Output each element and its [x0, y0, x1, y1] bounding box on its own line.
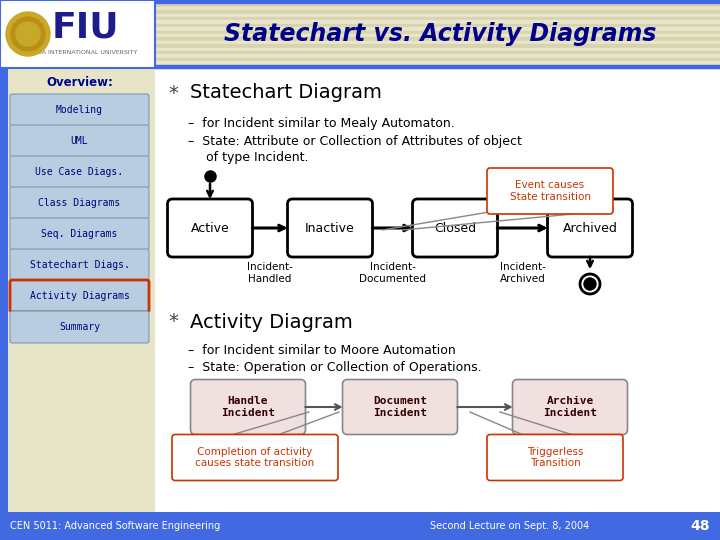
- Bar: [160, 73, 715, 507]
- FancyBboxPatch shape: [168, 199, 253, 257]
- FancyBboxPatch shape: [10, 187, 149, 219]
- Text: Incident-
Archived: Incident- Archived: [500, 262, 546, 284]
- Circle shape: [11, 17, 45, 51]
- Text: Statechart Diagram: Statechart Diagram: [190, 84, 382, 103]
- Text: *: *: [168, 313, 178, 332]
- Text: Modeling: Modeling: [56, 105, 103, 115]
- Text: Event causes
State transition: Event causes State transition: [510, 180, 590, 202]
- Text: Incident-
Documented: Incident- Documented: [359, 262, 426, 284]
- Circle shape: [584, 278, 596, 290]
- Text: Triggerless
Transition: Triggerless Transition: [527, 447, 583, 468]
- Bar: [0, 68, 155, 512]
- Text: –  for Incident similar to Moore Automation: – for Incident similar to Moore Automati…: [188, 343, 456, 356]
- FancyBboxPatch shape: [10, 125, 149, 157]
- FancyBboxPatch shape: [10, 311, 149, 343]
- FancyBboxPatch shape: [10, 156, 149, 188]
- Text: Archive
Incident: Archive Incident: [543, 396, 597, 418]
- Text: –  State: Attribute or Collection of Attributes of object: – State: Attribute or Collection of Attr…: [188, 134, 522, 147]
- FancyBboxPatch shape: [547, 199, 632, 257]
- Text: Closed: Closed: [434, 221, 476, 234]
- FancyBboxPatch shape: [413, 199, 498, 257]
- Text: –  State: Operation or Collection of Operations.: – State: Operation or Collection of Oper…: [188, 361, 482, 375]
- Text: Class Diagrams: Class Diagrams: [38, 198, 121, 208]
- Bar: [0, 512, 720, 540]
- FancyBboxPatch shape: [10, 280, 149, 312]
- Text: FIU: FIU: [51, 11, 119, 45]
- FancyBboxPatch shape: [172, 435, 338, 481]
- Text: UML: UML: [71, 136, 89, 146]
- FancyBboxPatch shape: [513, 380, 628, 435]
- Text: Activity Diagrams: Activity Diagrams: [30, 291, 130, 301]
- FancyBboxPatch shape: [191, 380, 305, 435]
- FancyBboxPatch shape: [487, 168, 613, 214]
- FancyBboxPatch shape: [487, 435, 623, 481]
- Text: Second Lecture on Sept. 8, 2004: Second Lecture on Sept. 8, 2004: [430, 521, 589, 531]
- Text: Activity Diagram: Activity Diagram: [190, 313, 353, 332]
- Text: Overview:: Overview:: [47, 76, 114, 89]
- FancyBboxPatch shape: [10, 94, 149, 126]
- Text: CEN 5011: Advanced Software Engineering: CEN 5011: Advanced Software Engineering: [10, 521, 220, 531]
- Circle shape: [16, 22, 40, 46]
- Text: Inactive: Inactive: [305, 221, 355, 234]
- Text: Summary: Summary: [59, 322, 100, 332]
- Text: Archived: Archived: [562, 221, 618, 234]
- Text: Use Case Diags.: Use Case Diags.: [35, 167, 124, 177]
- FancyBboxPatch shape: [10, 249, 149, 281]
- Text: of type Incident.: of type Incident.: [206, 151, 308, 164]
- Text: Statechart vs. Activity Diagrams: Statechart vs. Activity Diagrams: [224, 22, 656, 46]
- FancyBboxPatch shape: [287, 199, 372, 257]
- Text: Completion of activity
causes state transition: Completion of activity causes state tran…: [195, 447, 315, 468]
- Text: Seq. Diagrams: Seq. Diagrams: [41, 229, 117, 239]
- Text: 48: 48: [690, 519, 710, 533]
- Text: Document
Incident: Document Incident: [373, 396, 427, 418]
- Text: Incident-
Handled: Incident- Handled: [247, 262, 293, 284]
- FancyBboxPatch shape: [343, 380, 457, 435]
- Text: –  for Incident similar to Mealy Automaton.: – for Incident similar to Mealy Automato…: [188, 117, 455, 130]
- Text: *: *: [168, 84, 178, 103]
- Text: Handle
Incident: Handle Incident: [221, 396, 275, 418]
- FancyBboxPatch shape: [10, 218, 149, 250]
- Bar: [0, 0, 155, 68]
- Bar: [0, 68, 8, 512]
- Text: FLORIDA INTERNATIONAL UNIVERSITY: FLORIDA INTERNATIONAL UNIVERSITY: [19, 50, 138, 55]
- Text: Active: Active: [191, 221, 230, 234]
- Text: Statechart Diags.: Statechart Diags.: [30, 260, 130, 270]
- Circle shape: [6, 12, 50, 56]
